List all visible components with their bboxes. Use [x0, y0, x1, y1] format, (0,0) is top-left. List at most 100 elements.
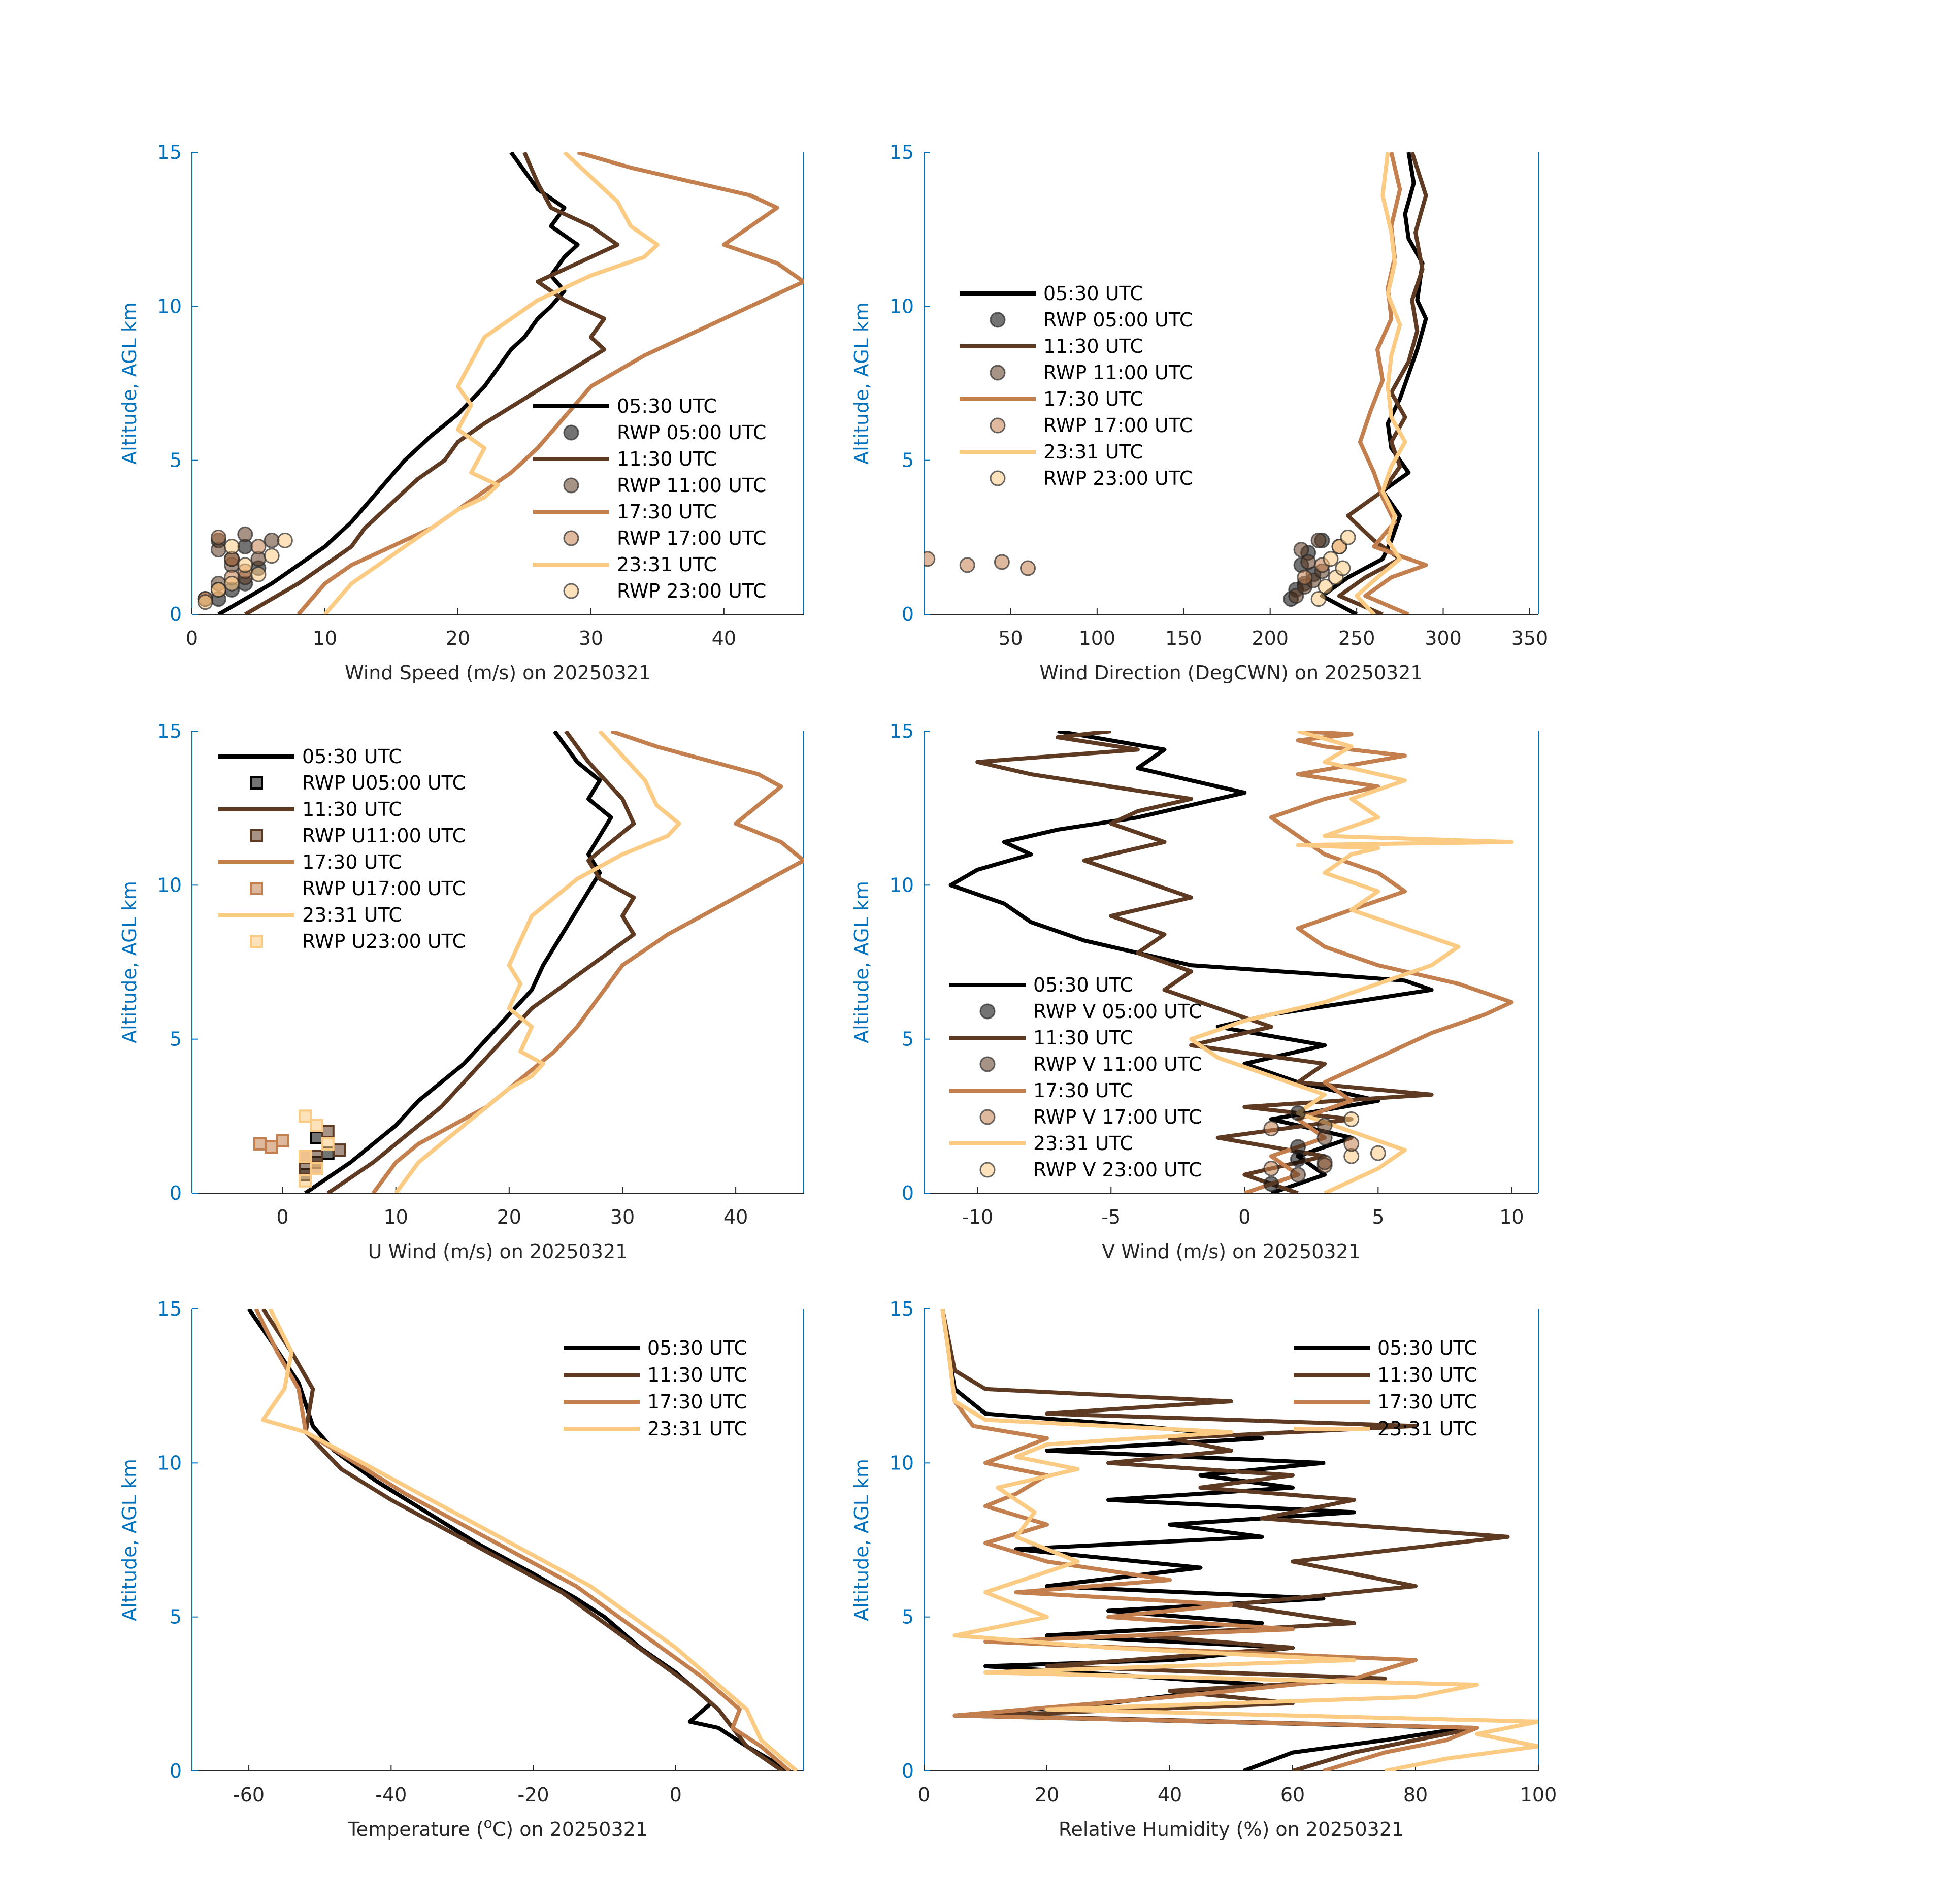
y-tick-label: 15 — [890, 720, 914, 742]
x-tick-label: 30 — [579, 627, 603, 649]
x-tick-label: 0 — [670, 1784, 682, 1806]
y-tick-label: 10 — [890, 295, 914, 317]
legend-entry: 11:30 UTC — [1033, 1027, 1133, 1049]
x-tick-label: -60 — [233, 1784, 265, 1806]
legend-marker-swatch — [990, 470, 1006, 486]
v-wind-chart: -10 -5 0 5 10 0 5 10 15 V Wind (m/s) on 20250321 A… — [850, 720, 1539, 1263]
x-tick-label: 150 — [1165, 627, 1202, 649]
rwp-point — [1318, 578, 1334, 595]
legend-entry: 17:30 UTC — [302, 851, 402, 873]
legend-entry: RWP 05:00 UTC — [617, 421, 766, 444]
x-tick-label: 10 — [313, 627, 337, 649]
x-tick-label: 40 — [723, 1206, 748, 1228]
rwp-point — [250, 539, 267, 555]
rwp-point — [299, 1109, 312, 1123]
rwp-point — [224, 539, 240, 555]
rwp-point — [210, 581, 226, 598]
legend-entry: 11:30 UTC — [302, 798, 402, 820]
legend-entry: RWP U11:00 UTC — [302, 825, 466, 847]
rwp-point — [1343, 1136, 1360, 1152]
x-tick-label: 0 — [276, 1206, 288, 1228]
x-tick-label: -10 — [962, 1206, 993, 1228]
y-tick-label: 0 — [170, 1760, 182, 1782]
u-wind-chart: 0 10 20 30 40 0 5 10 15 U Wind (m/s) on 20250321 A… — [118, 720, 804, 1263]
rwp-point — [1335, 560, 1351, 576]
x-axis-label: Relative Humidity (%) on 20250321 — [1059, 1818, 1404, 1841]
legend-marker-swatch — [563, 583, 579, 599]
rwp-point — [1293, 542, 1309, 558]
legend-marker-swatch — [563, 424, 579, 441]
legend-marker-swatch — [250, 776, 263, 790]
y-tick-label: 5 — [902, 449, 914, 472]
plot-area — [924, 152, 1428, 614]
rwp-point — [310, 1131, 323, 1144]
legend-marker-swatch — [990, 365, 1006, 381]
wind-direction-chart: 50 100 150 200 250 300 350 0 5 10 15 Wind Direction… — [850, 141, 1548, 684]
rwp-point — [1290, 1105, 1306, 1121]
legend-entry: 11:30 UTC — [617, 448, 717, 470]
y-tick-label: 10 — [157, 295, 182, 317]
rwp-point — [253, 1137, 267, 1151]
x-axis-label: Temperature (oC) on 20250321 — [347, 1815, 648, 1841]
legend-entry: RWP V 11:00 UTC — [1033, 1053, 1202, 1075]
x-tick-label: -40 — [375, 1784, 407, 1806]
legend: 05:30 UTC RWP V 05:00 UTC 11:30 UTC RWP V 1… — [949, 974, 1202, 1181]
legend-entry: 23:31 UTC — [1377, 1418, 1477, 1440]
rwp-point — [333, 1143, 346, 1157]
legend-entry: 23:31 UTC — [617, 553, 717, 576]
legend-entry: 05:30 UTC — [647, 1337, 747, 1359]
y-axis-label: Altitude, AGL km — [850, 881, 873, 1043]
x-tick-label: 0 — [918, 1784, 930, 1806]
legend-marker-swatch — [250, 829, 263, 842]
legend-entry: RWP U23:00 UTC — [302, 930, 466, 953]
legend-entry: 05:30 UTC — [1043, 282, 1143, 305]
legend: 05:30 UTC 11:30 UTC 17:30 UTC 23:31 UTC — [1294, 1337, 1477, 1440]
rwp-point — [1370, 1145, 1386, 1161]
rwp-point — [264, 532, 280, 548]
rwp-point — [210, 529, 226, 545]
rwp-point — [299, 1150, 312, 1163]
series-line-2 — [975, 731, 1434, 1193]
legend: 05:30 UTC RWP U05:00 UTC 11:30 UTC RWP U11:… — [218, 745, 466, 953]
plot-area — [948, 731, 1514, 1193]
x-axis-label: Wind Direction (DegCWN) on 20250321 — [1039, 662, 1423, 684]
legend-entry: RWP 17:00 UTC — [1043, 414, 1193, 437]
y-tick-label: 10 — [890, 874, 914, 896]
rwp-point — [321, 1137, 335, 1151]
legend-marker-swatch — [979, 1003, 996, 1020]
series-line-3 — [371, 731, 804, 1193]
rwp-point — [1343, 1111, 1360, 1127]
legend-entry: 11:30 UTC — [1377, 1364, 1477, 1386]
x-tick-label: 10 — [1499, 1206, 1524, 1228]
rwp-point — [1310, 591, 1327, 607]
legend-entry: 23:31 UTC — [1033, 1132, 1133, 1155]
x-axis-label: U Wind (m/s) on 20250321 — [368, 1240, 628, 1263]
x-axis-label: Wind Speed (m/s) on 20250321 — [345, 662, 651, 684]
legend-entry: 05:30 UTC — [617, 395, 717, 417]
rwp-point — [237, 557, 253, 573]
y-axis-label: Altitude, AGL km — [850, 302, 873, 465]
y-tick-label: 15 — [157, 141, 182, 163]
legend-entry: RWP U05:00 UTC — [302, 772, 466, 794]
x-tick-label: 0 — [186, 627, 198, 649]
wind-speed-chart: 0 10 20 30 40 0 5 10 15 Wind Speed (m/s) on 20250… — [118, 141, 804, 684]
y-tick-label: 0 — [902, 603, 914, 626]
legend-entry: 05:30 UTC — [1033, 974, 1133, 996]
x-tick-label: 50 — [998, 627, 1023, 649]
legend: 05:30 UTC 11:30 UTC 17:30 UTC 23:31 UTC — [564, 1337, 747, 1440]
legend-entry: 17:30 UTC — [617, 501, 717, 523]
x-tick-label: 100 — [1520, 1784, 1557, 1806]
series-line-3 — [254, 1309, 791, 1771]
rwp-point — [264, 548, 280, 564]
legend-entry: 17:30 UTC — [1377, 1391, 1477, 1413]
rwp-point — [321, 1125, 335, 1138]
rwp-point — [197, 594, 213, 610]
x-tick-label: 20 — [446, 627, 470, 649]
plot-area — [940, 1309, 1538, 1771]
legend-entry: RWP 05:00 UTC — [1043, 309, 1193, 331]
legend-entry: RWP V 17:00 UTC — [1033, 1106, 1202, 1128]
relative-humidity-chart: 0 20 40 60 80 100 0 5 10 15 Relative Humidity (%) … — [850, 1298, 1557, 1841]
rwp-point — [299, 1162, 312, 1175]
rwp-point — [1316, 1118, 1333, 1134]
series-line-4 — [1189, 731, 1514, 1193]
